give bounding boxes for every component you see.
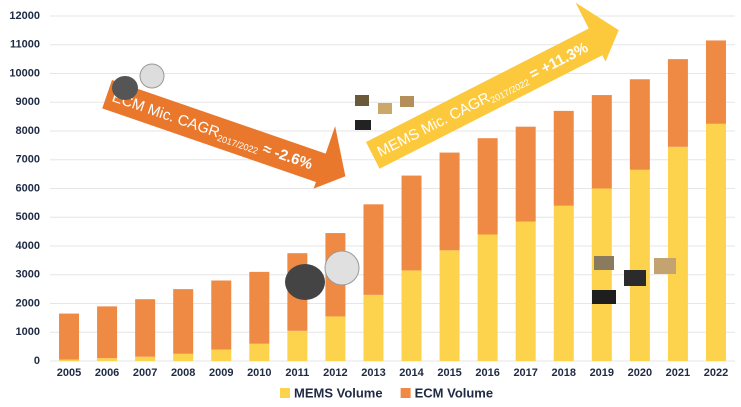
mems-mic-icon	[400, 96, 414, 107]
y-tick-label: 2000	[16, 297, 40, 309]
cagr-arrow: ECM Mic. CAGR2017/2022 ≈ -2.6%	[102, 80, 346, 189]
bar-segment	[439, 152, 460, 251]
decorations	[112, 63, 676, 304]
bar-segment	[629, 79, 650, 170]
x-tick-label: 2015	[437, 367, 461, 379]
x-tick-label: 2017	[513, 367, 537, 379]
mems-mic-icon	[624, 270, 646, 286]
bar-segment	[97, 358, 118, 361]
bar-segment	[287, 330, 308, 361]
y-tick-label: 12000	[9, 10, 40, 22]
x-tick-label: 2019	[590, 367, 614, 379]
x-tick-label: 2010	[247, 367, 271, 379]
y-tick-label: 7000	[16, 154, 40, 166]
bar-segment	[705, 40, 726, 124]
bar-segment	[59, 313, 80, 360]
x-tick-label: 2008	[171, 367, 195, 379]
ecm-mic-icon	[112, 76, 138, 100]
y-tick-label: 3000	[16, 269, 40, 281]
bar-segment	[211, 349, 232, 361]
arrow-shape	[102, 80, 346, 189]
y-tick-label: 8000	[16, 125, 40, 137]
bar-segment	[515, 221, 536, 361]
mems-mic-icon	[378, 103, 392, 114]
bar-segment	[591, 188, 612, 361]
x-tick-label: 2016	[475, 367, 499, 379]
bar-segment	[439, 250, 460, 361]
mems-mic-icon	[592, 290, 616, 304]
y-tick-label: 0	[34, 355, 40, 367]
legend-swatch	[280, 388, 290, 398]
x-tick-label: 2007	[133, 367, 157, 379]
y-tick-label: 5000	[16, 211, 40, 223]
bar-segment	[59, 359, 80, 361]
mems-mic-icon	[355, 120, 371, 130]
y-tick-label: 1000	[16, 326, 40, 338]
bar-segment	[705, 123, 726, 361]
x-tick-label: 2022	[704, 367, 728, 379]
x-tick-label: 2005	[57, 367, 81, 379]
bar-segment	[249, 343, 270, 361]
ecm-mic-icon	[285, 264, 325, 300]
annotation-text: ECM Mic. CAGR2017/2022 ≈ -2.6%	[109, 89, 314, 175]
bar-segment	[477, 138, 498, 235]
x-tick-label: 2014	[399, 367, 424, 379]
mems-mic-icon	[654, 258, 676, 274]
annotation-main: MEMS Mic. CAGR	[375, 89, 494, 161]
bar-segment	[135, 356, 156, 361]
bar-segment	[553, 205, 574, 361]
y-tick-label: 4000	[16, 240, 40, 252]
bar-segment	[173, 353, 194, 361]
legend-label: MEMS Volume	[294, 385, 383, 400]
bar-segment	[249, 271, 270, 344]
bar-segment	[515, 126, 536, 222]
bar-segment	[401, 270, 422, 361]
x-tick-label: 2009	[209, 367, 233, 379]
bar-segment	[401, 175, 422, 271]
bar-segment	[477, 234, 498, 361]
bar-segment	[325, 316, 346, 361]
legend-swatch	[400, 388, 411, 398]
bar-segment	[211, 280, 232, 350]
x-tick-label: 2020	[628, 367, 652, 379]
x-tick-label: 2013	[361, 367, 385, 379]
bar-segment	[135, 299, 156, 357]
bar-segment	[629, 169, 650, 361]
bar-segment	[591, 95, 612, 189]
arrow-shape	[366, 2, 619, 169]
bar-segment	[363, 204, 384, 295]
bar-segment	[667, 146, 688, 361]
bar-segment	[553, 110, 574, 206]
bar-segment	[667, 59, 688, 147]
bar-segment	[173, 289, 194, 354]
y-tick-label: 11000	[10, 39, 40, 51]
y-tick-label: 6000	[16, 182, 40, 194]
y-tick-label: 9000	[16, 96, 40, 108]
mems-mic-icon	[355, 95, 369, 106]
mems-mic-icon	[594, 256, 614, 270]
x-tick-label: 2012	[323, 367, 347, 379]
bar-segment	[363, 294, 384, 361]
ecm-mic-icon	[139, 63, 165, 89]
x-tick-label: 2021	[666, 367, 690, 379]
bar-segment	[97, 306, 118, 359]
y-tick-label: 10000	[9, 67, 40, 79]
ecm-mic-icon	[324, 250, 360, 286]
legend-label: ECM Volume	[415, 385, 494, 400]
x-tick-label: 2011	[285, 367, 309, 379]
x-tick-label: 2006	[95, 367, 119, 379]
x-tick-label: 2018	[552, 367, 576, 379]
